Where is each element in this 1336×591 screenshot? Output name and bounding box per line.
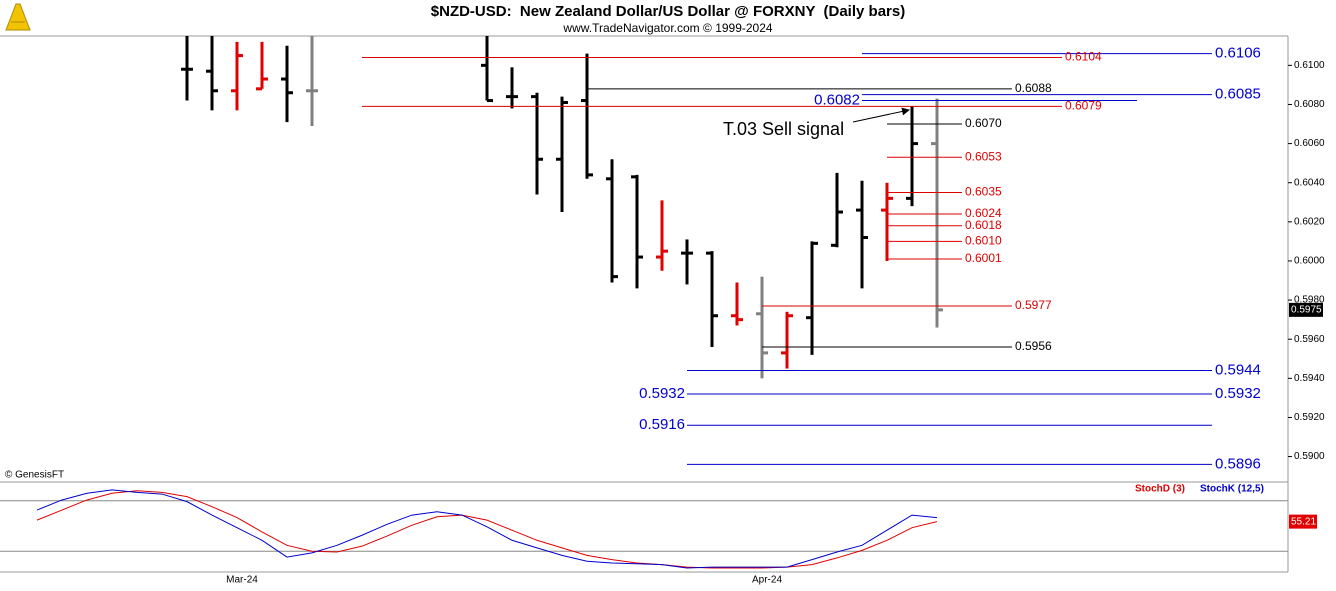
x-tick-label: Apr-24 [752,575,782,586]
level-label: 0.6085 [1215,86,1261,103]
level-label: 0.5932 [639,385,685,402]
y-tick-label: 0.6040 [1294,177,1325,188]
level-label: 0.6024 [965,206,1002,220]
y-tick-label: 0.5940 [1294,373,1325,384]
level-label: 0.6104 [1065,50,1102,64]
legend-entry: StochK (12,5) [1200,484,1264,495]
y-tick-label: 0.5960 [1294,334,1325,345]
level-label: 0.6018 [965,218,1002,232]
annotation-arrow [852,107,910,123]
level-label: 0.5932 [1215,385,1261,402]
level-label: 0.6053 [965,149,1002,163]
y-tick-label: 0.5920 [1294,412,1325,423]
x-tick-label: Mar-24 [226,575,258,586]
level-label: 0.6106 [1215,45,1261,62]
level-label: 0.5916 [639,416,685,433]
level-label: 0.6079 [1065,99,1102,113]
logo [5,3,31,31]
level-label: 0.5977 [1015,298,1052,312]
level-label: 0.6088 [1015,81,1052,95]
chart-subtitle: www.TradeNavigator.com © 1999-2024 [562,21,772,35]
level-label: 0.6082 [814,92,860,109]
copyright: © GenesisFT [5,470,64,481]
last-value-box [1289,514,1317,529]
level-label: 0.6010 [965,234,1002,248]
y-tick-label: 0.6060 [1294,138,1325,149]
y-tick-label: 0.6000 [1294,256,1325,267]
level-label: 0.6035 [965,185,1002,199]
last-price-box [1289,302,1323,317]
legend-entry: StochD (3) [1135,484,1185,495]
y-tick-label: 0.5900 [1294,451,1325,462]
last-value-label: 55.21 [1291,516,1316,527]
chart-title: $NZD-USD: New Zealand Dollar/US Dollar @… [431,3,905,20]
level-label: 0.6001 [965,251,1002,265]
price-bars [181,36,943,379]
level-label: 0.5944 [1215,361,1261,378]
y-tick-label: 0.6100 [1294,60,1325,71]
level-label: 0.5956 [1015,339,1052,353]
y-tick-label: 0.6020 [1294,216,1325,227]
y-tick-label: 0.5980 [1294,295,1325,306]
last-price-label: 0.5975 [1291,305,1322,316]
annotation: T.03 Sell signal [723,119,844,139]
level-label: 0.6070 [965,116,1002,130]
y-tick-label: 0.6080 [1294,99,1325,110]
level-label: 0.5896 [1215,455,1261,472]
stoch-line [36,489,938,569]
